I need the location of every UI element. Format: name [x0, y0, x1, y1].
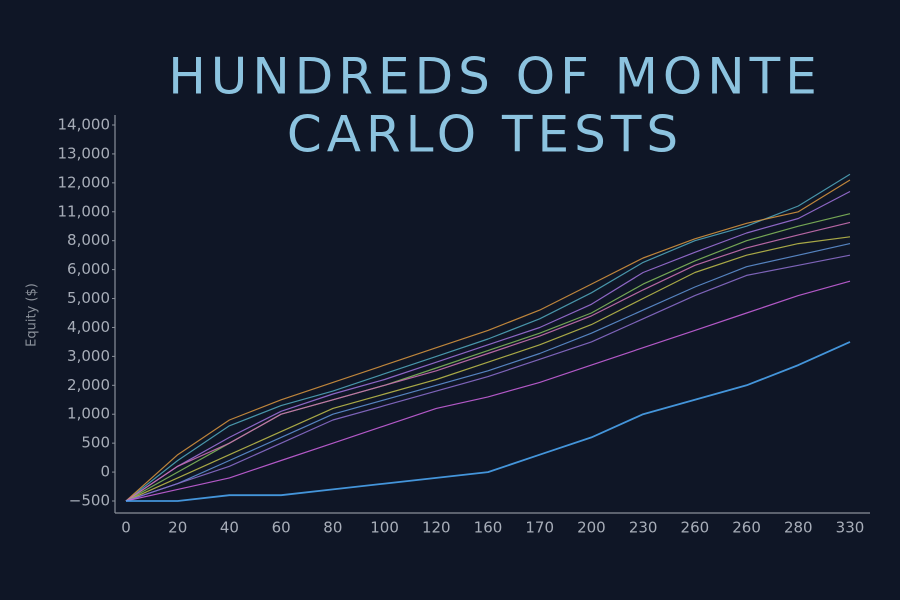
- series-line: [125, 236, 851, 502]
- x-tick-label: 20: [168, 519, 187, 537]
- y-tick-label: 3,000: [67, 347, 110, 365]
- y-tick-label: 8,000: [67, 231, 110, 249]
- x-tick-label: 40: [220, 519, 239, 537]
- x-tick-label: 230: [629, 519, 658, 537]
- y-tick-label: 13,000: [58, 144, 111, 162]
- y-tick-label: 4,000: [67, 318, 110, 336]
- y-tick-label: 12,000: [58, 173, 111, 191]
- series-line: [125, 280, 851, 502]
- x-tick-label: 0: [121, 519, 131, 537]
- y-tick-label: −500: [69, 492, 110, 510]
- series-line: [126, 341, 851, 502]
- chart-title: CARLO TESTS: [287, 106, 683, 164]
- x-tick-label: 60: [272, 519, 291, 537]
- x-tick-label: 260: [681, 519, 710, 537]
- x-tick-label: 120: [422, 519, 451, 537]
- series-line: [125, 221, 851, 502]
- x-tick-label: 200: [577, 519, 606, 537]
- series-line: [125, 254, 851, 502]
- series-line: [125, 243, 851, 502]
- y-tick-label: 5,000: [67, 289, 110, 307]
- y-tick-label: 500: [81, 434, 110, 452]
- x-tick-label: 160: [474, 519, 503, 537]
- series-line: [125, 190, 851, 502]
- y-tick-label: 14,000: [58, 116, 111, 134]
- x-tick-label: 280: [784, 519, 813, 537]
- chart-title: HUNDREDS OF MONTE: [168, 48, 822, 106]
- x-tick-label: 330: [836, 519, 865, 537]
- y-axis-label: Equity ($): [25, 283, 40, 347]
- series-line: [125, 173, 851, 502]
- x-tick-label: 100: [370, 519, 399, 537]
- y-tick-label: 6,000: [67, 260, 110, 278]
- y-tick-label: 2,000: [67, 376, 110, 394]
- x-tick-label: 260: [732, 519, 761, 537]
- y-tick-label: 1,000: [67, 405, 110, 423]
- x-tick-label: 80: [323, 519, 342, 537]
- y-tick-label: 11,000: [58, 202, 111, 220]
- x-tick-label: 170: [525, 519, 554, 537]
- series-line: [125, 179, 851, 502]
- y-tick-label: 0: [100, 463, 110, 481]
